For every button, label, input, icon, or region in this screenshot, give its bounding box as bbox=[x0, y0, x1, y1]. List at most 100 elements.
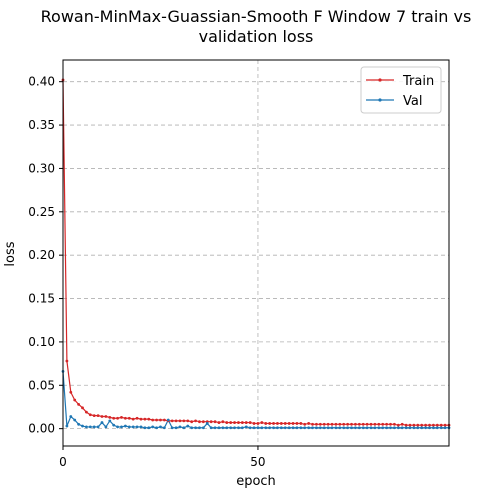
val-data-point bbox=[432, 426, 435, 430]
val-data-point bbox=[88, 425, 92, 429]
legend-val-marker bbox=[378, 98, 382, 102]
val-data-point bbox=[77, 422, 80, 426]
y-tick-label: 0.25 bbox=[28, 205, 55, 219]
val-data-point bbox=[318, 426, 322, 430]
val-data-point bbox=[221, 426, 225, 430]
train-data-point bbox=[186, 419, 190, 423]
train-data-point bbox=[428, 423, 431, 427]
train-data-point bbox=[346, 422, 350, 426]
train-data-point bbox=[237, 421, 240, 424]
grid-lines bbox=[62, 60, 449, 446]
train-data-point bbox=[143, 417, 147, 421]
val-data-point bbox=[373, 426, 377, 430]
train-data-point bbox=[248, 421, 252, 424]
legend-train-label: Train bbox=[402, 74, 434, 89]
chart-legend: Train Val bbox=[360, 66, 442, 114]
train-data-point bbox=[252, 422, 256, 425]
train-data-point bbox=[424, 423, 428, 427]
train-data-point bbox=[240, 421, 244, 424]
val-data-point bbox=[229, 426, 233, 430]
train-data-point bbox=[112, 416, 116, 420]
val-data-point bbox=[303, 426, 307, 430]
x-axis-label: epoch bbox=[236, 474, 276, 489]
val-data-point bbox=[225, 426, 229, 430]
legend-val-label: Val bbox=[403, 94, 422, 109]
val-data-point bbox=[326, 426, 330, 430]
val-data-point bbox=[237, 426, 240, 430]
train-data-point bbox=[283, 422, 287, 425]
val-data-point bbox=[287, 426, 291, 430]
train-data-point bbox=[272, 422, 275, 425]
train-data-point bbox=[342, 422, 346, 426]
val-data-point bbox=[365, 426, 369, 430]
train-data-point bbox=[307, 422, 311, 425]
val-data-point bbox=[73, 418, 77, 422]
val-data-point bbox=[346, 426, 350, 430]
train-data-point bbox=[416, 423, 420, 427]
train-data-point bbox=[116, 416, 119, 420]
val-data-point bbox=[170, 426, 174, 430]
train-data-point bbox=[303, 422, 307, 426]
val-data-point bbox=[389, 426, 392, 430]
y-axis-ticks: 0.00 0.05 0.10 0.15 0.20 0.25 0.30 0.35 0.40 bbox=[28, 75, 63, 436]
train-data-point bbox=[170, 419, 174, 423]
val-data-point bbox=[96, 425, 100, 429]
train-data-point bbox=[221, 420, 225, 424]
y-tick-label: 0.20 bbox=[28, 248, 55, 262]
val-data-point bbox=[233, 426, 236, 430]
x-tick-label: 50 bbox=[250, 455, 265, 469]
train-data-point bbox=[377, 422, 381, 426]
val-data-point bbox=[248, 426, 252, 430]
val-data-point bbox=[322, 426, 326, 430]
train-data-point bbox=[100, 415, 104, 418]
val-data-point bbox=[408, 426, 412, 430]
val-data-point bbox=[276, 426, 279, 430]
val-data-point bbox=[268, 426, 272, 430]
train-data-point bbox=[396, 423, 400, 427]
train-data-point bbox=[120, 415, 123, 419]
train-data-point bbox=[201, 420, 205, 424]
val-data-point bbox=[178, 425, 182, 429]
val-data-point bbox=[338, 426, 342, 430]
train-data-point bbox=[318, 422, 322, 426]
train-data-point bbox=[365, 422, 369, 426]
val-data-point bbox=[84, 425, 88, 429]
train-data-point bbox=[443, 423, 447, 427]
train-data-point bbox=[69, 390, 73, 394]
train-data-point bbox=[412, 423, 416, 427]
train-data-point bbox=[198, 420, 201, 424]
train-data-point bbox=[135, 416, 139, 420]
val-data-point bbox=[369, 426, 373, 430]
val-data-point bbox=[69, 415, 73, 418]
train-data-point bbox=[393, 422, 396, 426]
series-markers bbox=[61, 78, 451, 430]
val-data-point bbox=[416, 426, 420, 430]
val-data-point bbox=[334, 426, 338, 430]
train-data-point bbox=[350, 422, 353, 426]
train-data-point bbox=[260, 421, 264, 424]
val-data-point bbox=[311, 426, 314, 430]
val-data-point bbox=[213, 426, 217, 430]
legend-train-marker bbox=[378, 78, 382, 82]
train-data-point bbox=[295, 422, 299, 425]
val-data-point bbox=[357, 426, 361, 430]
val-data-point bbox=[205, 422, 209, 425]
val-data-point bbox=[120, 425, 123, 429]
train-data-point bbox=[123, 416, 127, 420]
val-data-point bbox=[424, 426, 428, 430]
train-data-point bbox=[73, 398, 77, 402]
val-data-point bbox=[396, 426, 400, 430]
val-data-point bbox=[162, 426, 166, 430]
train-data-point bbox=[256, 422, 260, 425]
train-data-point bbox=[357, 422, 361, 426]
train-data-point bbox=[190, 420, 194, 424]
train-data-point bbox=[104, 415, 108, 418]
val-data-point bbox=[260, 426, 264, 430]
train-data-point bbox=[268, 422, 272, 425]
val-data-point bbox=[279, 426, 283, 430]
val-data-point bbox=[116, 425, 119, 429]
train-data-point bbox=[385, 422, 389, 426]
train-data-point bbox=[77, 402, 80, 406]
train-data-point bbox=[381, 422, 385, 426]
